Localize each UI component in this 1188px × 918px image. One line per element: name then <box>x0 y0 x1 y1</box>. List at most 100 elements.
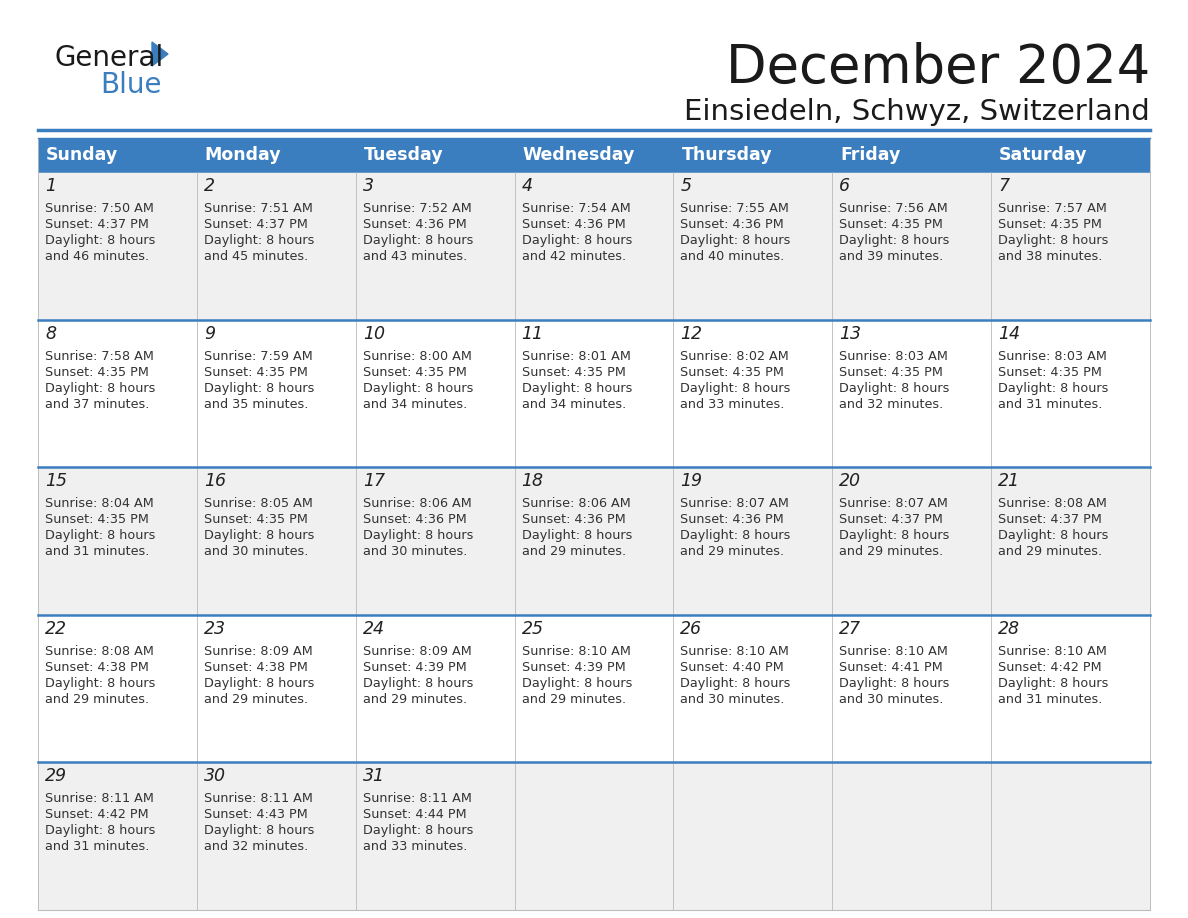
Text: Daylight: 8 hours: Daylight: 8 hours <box>204 824 315 837</box>
Text: Sunrise: 7:54 AM: Sunrise: 7:54 AM <box>522 202 631 215</box>
Text: 7: 7 <box>998 177 1009 195</box>
Text: and 34 minutes.: and 34 minutes. <box>362 397 467 410</box>
Text: and 29 minutes.: and 29 minutes. <box>839 545 943 558</box>
Text: Daylight: 8 hours: Daylight: 8 hours <box>839 677 949 689</box>
Bar <box>991 763 1150 910</box>
Text: December 2024: December 2024 <box>726 42 1150 94</box>
Text: Daylight: 8 hours: Daylight: 8 hours <box>204 234 315 247</box>
Text: Sunrise: 8:10 AM: Sunrise: 8:10 AM <box>839 644 948 658</box>
Text: and 46 minutes.: and 46 minutes. <box>45 250 150 263</box>
Polygon shape <box>152 42 168 66</box>
Text: Daylight: 8 hours: Daylight: 8 hours <box>681 234 791 247</box>
Bar <box>674 615 833 763</box>
Text: Daylight: 8 hours: Daylight: 8 hours <box>839 234 949 247</box>
Text: and 32 minutes.: and 32 minutes. <box>839 397 943 410</box>
Text: 20: 20 <box>839 472 861 490</box>
Bar <box>355 172 514 319</box>
Text: Sunrise: 8:09 AM: Sunrise: 8:09 AM <box>362 644 472 658</box>
Bar <box>355 467 514 615</box>
Text: Daylight: 8 hours: Daylight: 8 hours <box>839 529 949 543</box>
Text: and 45 minutes.: and 45 minutes. <box>204 250 308 263</box>
Bar <box>991 467 1150 615</box>
Text: Sunrise: 8:07 AM: Sunrise: 8:07 AM <box>681 498 789 510</box>
Text: 27: 27 <box>839 620 861 638</box>
Text: Sunrise: 8:04 AM: Sunrise: 8:04 AM <box>45 498 153 510</box>
Text: 13: 13 <box>839 325 861 342</box>
Bar <box>38 467 197 615</box>
Text: 5: 5 <box>681 177 691 195</box>
Text: 17: 17 <box>362 472 385 490</box>
Text: and 31 minutes.: and 31 minutes. <box>998 693 1102 706</box>
Text: Sunset: 4:35 PM: Sunset: 4:35 PM <box>45 513 148 526</box>
Text: Daylight: 8 hours: Daylight: 8 hours <box>45 529 156 543</box>
Text: and 32 minutes.: and 32 minutes. <box>204 840 308 854</box>
Text: Sunset: 4:36 PM: Sunset: 4:36 PM <box>681 513 784 526</box>
Text: 25: 25 <box>522 620 544 638</box>
Text: 28: 28 <box>998 620 1020 638</box>
Bar <box>674 763 833 910</box>
Bar <box>355 138 514 172</box>
Text: Sunset: 4:35 PM: Sunset: 4:35 PM <box>204 365 308 378</box>
Text: Saturday: Saturday <box>999 146 1088 164</box>
Text: Sunset: 4:35 PM: Sunset: 4:35 PM <box>839 218 943 231</box>
Text: Sunrise: 8:03 AM: Sunrise: 8:03 AM <box>998 350 1107 363</box>
Text: Sunset: 4:35 PM: Sunset: 4:35 PM <box>998 365 1102 378</box>
Text: Daylight: 8 hours: Daylight: 8 hours <box>839 382 949 395</box>
Text: Sunrise: 7:51 AM: Sunrise: 7:51 AM <box>204 202 312 215</box>
Text: and 29 minutes.: and 29 minutes. <box>681 545 784 558</box>
Text: 6: 6 <box>839 177 851 195</box>
Text: and 42 minutes.: and 42 minutes. <box>522 250 626 263</box>
Text: 15: 15 <box>45 472 67 490</box>
Text: Daylight: 8 hours: Daylight: 8 hours <box>45 824 156 837</box>
Text: Sunrise: 8:02 AM: Sunrise: 8:02 AM <box>681 350 789 363</box>
Bar <box>38 615 197 763</box>
Text: and 40 minutes.: and 40 minutes. <box>681 250 785 263</box>
Text: Sunset: 4:43 PM: Sunset: 4:43 PM <box>204 809 308 822</box>
Text: Sunset: 4:36 PM: Sunset: 4:36 PM <box>522 218 625 231</box>
Text: Sunset: 4:37 PM: Sunset: 4:37 PM <box>998 513 1102 526</box>
Bar <box>355 615 514 763</box>
Text: and 29 minutes.: and 29 minutes. <box>45 693 150 706</box>
Text: Daylight: 8 hours: Daylight: 8 hours <box>998 677 1108 689</box>
Text: 30: 30 <box>204 767 226 786</box>
Text: Sunset: 4:40 PM: Sunset: 4:40 PM <box>681 661 784 674</box>
Text: 12: 12 <box>681 325 702 342</box>
Text: Daylight: 8 hours: Daylight: 8 hours <box>522 234 632 247</box>
Text: 31: 31 <box>362 767 385 786</box>
Bar <box>674 172 833 319</box>
Text: Monday: Monday <box>204 146 282 164</box>
Text: and 37 minutes.: and 37 minutes. <box>45 397 150 410</box>
Text: Sunset: 4:39 PM: Sunset: 4:39 PM <box>522 661 625 674</box>
Text: Daylight: 8 hours: Daylight: 8 hours <box>998 529 1108 543</box>
Text: Daylight: 8 hours: Daylight: 8 hours <box>522 677 632 689</box>
Text: Daylight: 8 hours: Daylight: 8 hours <box>204 382 315 395</box>
Text: and 43 minutes.: and 43 minutes. <box>362 250 467 263</box>
Text: Sunset: 4:35 PM: Sunset: 4:35 PM <box>839 365 943 378</box>
Bar <box>197 138 355 172</box>
Text: 22: 22 <box>45 620 67 638</box>
Text: and 31 minutes.: and 31 minutes. <box>45 840 150 854</box>
Bar <box>674 467 833 615</box>
Bar <box>197 319 355 467</box>
Text: Daylight: 8 hours: Daylight: 8 hours <box>45 677 156 689</box>
Bar <box>197 467 355 615</box>
Text: Sunrise: 8:10 AM: Sunrise: 8:10 AM <box>681 644 789 658</box>
Text: Sunrise: 7:59 AM: Sunrise: 7:59 AM <box>204 350 312 363</box>
Text: Sunrise: 8:10 AM: Sunrise: 8:10 AM <box>522 644 631 658</box>
Text: Sunrise: 8:06 AM: Sunrise: 8:06 AM <box>522 498 631 510</box>
Bar <box>514 319 674 467</box>
Bar <box>197 615 355 763</box>
Text: and 29 minutes.: and 29 minutes. <box>522 693 626 706</box>
Text: Sunrise: 8:08 AM: Sunrise: 8:08 AM <box>45 644 154 658</box>
Text: Sunset: 4:42 PM: Sunset: 4:42 PM <box>45 809 148 822</box>
Text: Sunset: 4:37 PM: Sunset: 4:37 PM <box>839 513 943 526</box>
Text: Sunset: 4:39 PM: Sunset: 4:39 PM <box>362 661 467 674</box>
Text: Sunset: 4:35 PM: Sunset: 4:35 PM <box>45 365 148 378</box>
Text: 16: 16 <box>204 472 226 490</box>
Text: Sunrise: 7:57 AM: Sunrise: 7:57 AM <box>998 202 1107 215</box>
Text: Sunset: 4:36 PM: Sunset: 4:36 PM <box>681 218 784 231</box>
Text: Sunrise: 8:06 AM: Sunrise: 8:06 AM <box>362 498 472 510</box>
Bar <box>991 138 1150 172</box>
Text: and 31 minutes.: and 31 minutes. <box>998 397 1102 410</box>
Bar <box>197 172 355 319</box>
